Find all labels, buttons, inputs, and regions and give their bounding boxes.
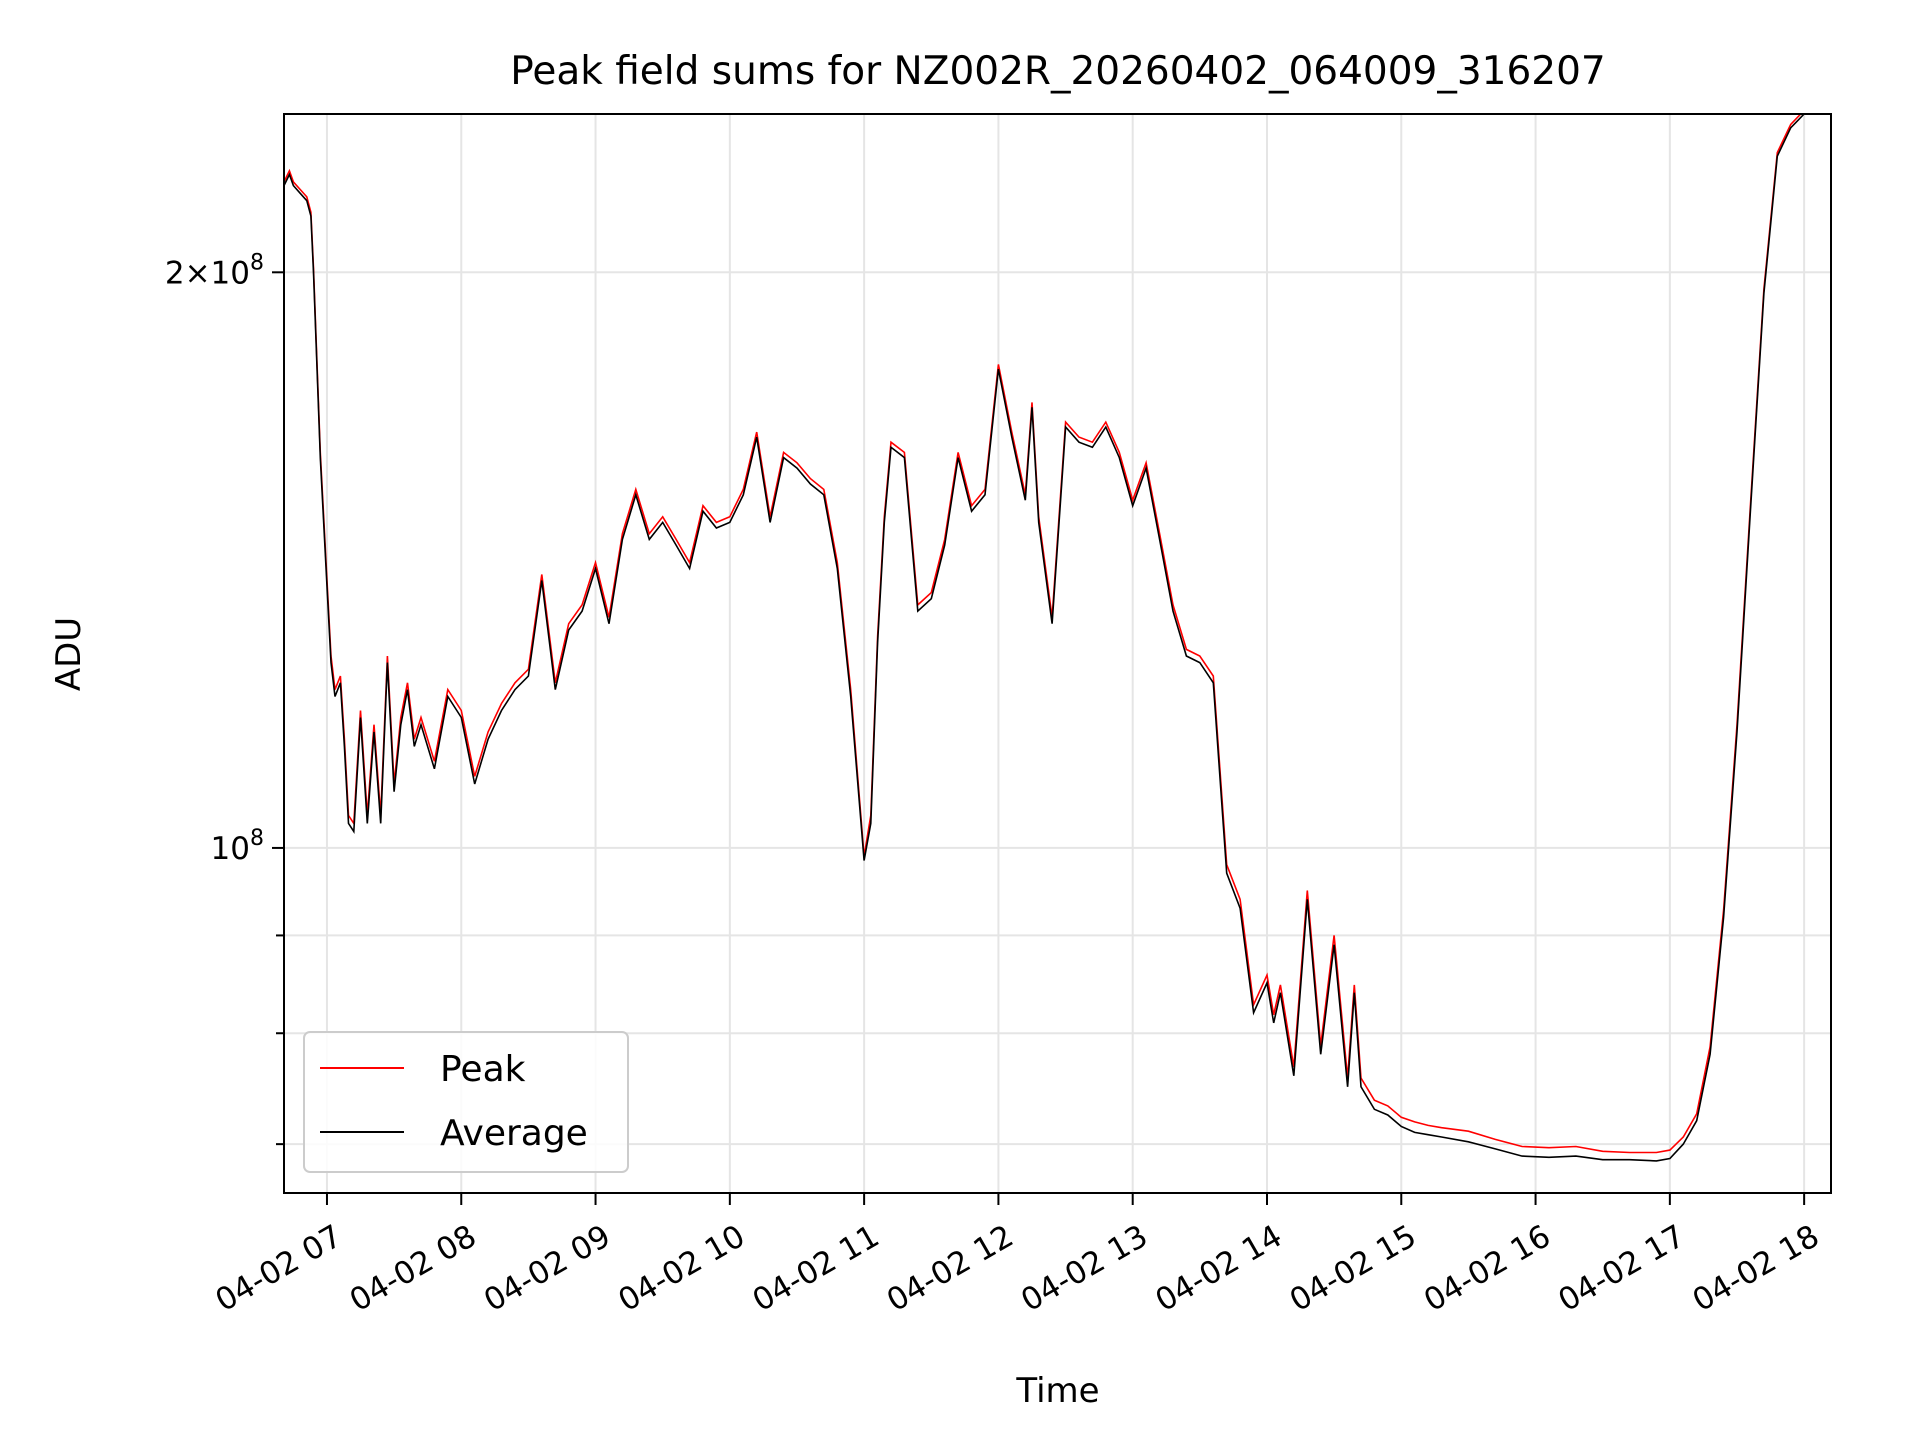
x-axis-label: Time	[1015, 1371, 1099, 1411]
plot-frame	[283, 113, 1832, 1194]
y-axis-label: ADU	[49, 617, 89, 691]
average-series-line	[284, 114, 1805, 1162]
legend: Peak Average	[303, 1031, 629, 1173]
series-lines	[284, 114, 1805, 1162]
chart-title: Peak field sums for NZ002R_20260402_0640…	[510, 49, 1606, 94]
y-tick-label-1: 108	[211, 826, 264, 867]
legend-peak-label: Peak	[440, 1049, 526, 1090]
legend-average-label: Average	[440, 1113, 588, 1154]
y-axis-ticks: 2×108 108	[165, 250, 284, 1146]
grid	[284, 114, 1831, 1193]
y-tick-label-0: 2×108	[165, 250, 264, 291]
